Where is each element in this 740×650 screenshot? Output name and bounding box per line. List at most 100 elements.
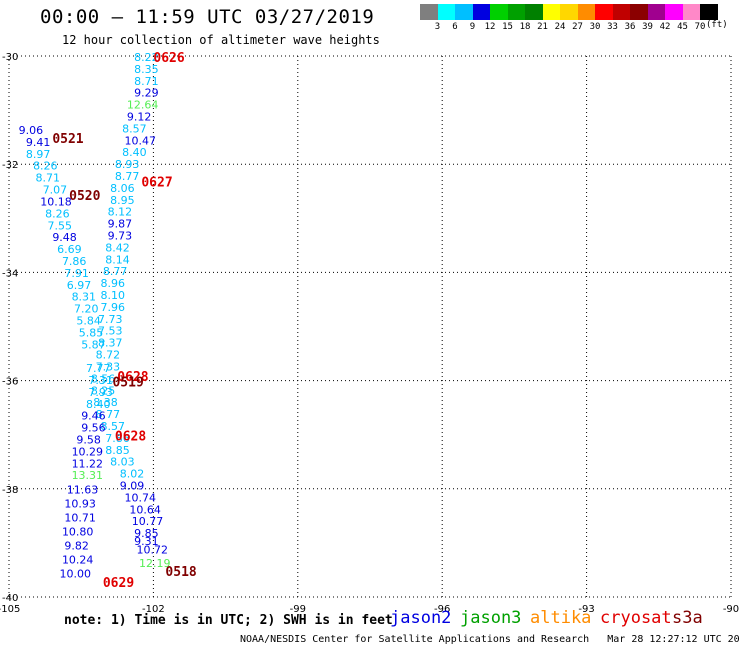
pass-time-label: 0628 <box>117 370 148 385</box>
wave-height-value: 8.02 <box>120 468 145 481</box>
satellite-legend-altika: altika <box>530 608 592 628</box>
wave-height-value: 7.53 <box>98 325 123 338</box>
x-tick-label: -93 <box>578 604 594 615</box>
x-tick-label: -105 <box>0 604 20 615</box>
color-scale-label: 18 <box>519 22 531 32</box>
wave-height-value: 5.85 <box>79 326 104 339</box>
color-scale-swatch <box>490 4 508 20</box>
color-scale-label: 6 <box>452 22 458 32</box>
wave-height-value: 9.85 <box>134 527 159 540</box>
wave-height-value: 11.63 <box>67 483 99 496</box>
wave-height-value: 10.29 <box>72 445 104 458</box>
color-scale-label: 33 <box>607 22 618 32</box>
color-scale-units: (ft) <box>706 20 728 30</box>
color-scale-swatch <box>682 4 700 20</box>
wave-height-value: 10.47 <box>125 134 156 147</box>
wave-height-value: 8.31 <box>72 291 97 304</box>
y-tick-label: -38 <box>2 485 18 496</box>
color-scale-swatch <box>525 4 543 20</box>
wave-height-value: 10.64 <box>129 503 161 516</box>
pass-time-label: 0518 <box>165 565 196 580</box>
color-scale-label: 42 <box>659 22 671 32</box>
wave-height-value: 8.40 <box>122 146 147 159</box>
wave-height-value: 9.48 <box>52 231 77 244</box>
wave-height-value: 8.85 <box>105 444 129 457</box>
pass-time-label: 0521 <box>52 132 83 147</box>
color-scale-label: 70 <box>694 22 706 32</box>
x-tick-label: -90 <box>723 604 739 615</box>
wave-height-value: 7.73 <box>98 313 123 326</box>
wave-height-value: 7.86 <box>105 432 129 445</box>
wave-height-value: 10.80 <box>62 525 94 538</box>
wave-height-value: 9.29 <box>134 87 159 100</box>
wave-height-value: 8.97 <box>26 148 50 161</box>
wave-height-value: 8.12 <box>108 206 133 219</box>
wave-height-value: 8.77 <box>103 265 128 278</box>
color-scale-swatch <box>700 4 718 20</box>
color-scale-swatch <box>560 4 578 20</box>
wave-height-value: 8.71 <box>134 75 159 88</box>
wave-height-value: 8.14 <box>105 253 129 266</box>
page-title: 00:00 – 11:59 UTC 03/27/2019 <box>40 6 375 28</box>
color-scale-swatch <box>595 4 613 20</box>
wave-height-value: 8.96 <box>100 277 125 290</box>
wave-height-value: 8.37 <box>98 337 123 350</box>
wave-height-value: 5.84 <box>76 314 101 327</box>
color-scale-swatch <box>420 4 438 20</box>
wave-height-value: 9.12 <box>127 111 152 124</box>
wave-height-value: 7.33 <box>96 360 121 373</box>
wave-height-value: 10.77 <box>132 515 164 528</box>
color-scale-swatch <box>437 4 455 20</box>
credit-line: NOAA/NESDIS Center for Satellite Applica… <box>240 634 740 645</box>
wave-height-value: 8.42 <box>105 241 129 254</box>
wave-height-value: 8.72 <box>96 349 121 362</box>
color-scale-label: 27 <box>572 22 583 32</box>
x-tick-label: -102 <box>142 604 165 615</box>
wave-height-value: 8.95 <box>110 194 135 207</box>
wave-height-value: 7.96 <box>100 301 125 314</box>
wave-height-value: 7.91 <box>64 267 89 280</box>
wave-height-value: 10.24 <box>62 554 94 567</box>
wave-height-value: 8.38 <box>93 396 118 409</box>
wave-height-value: 10.74 <box>125 491 156 504</box>
wave-height-value: 9.58 <box>76 433 101 446</box>
wave-height-value: 10.18 <box>40 195 72 208</box>
wave-height-value: 8.25 <box>91 384 116 397</box>
y-tick-label: -32 <box>2 160 18 171</box>
y-tick-label: -30 <box>2 52 18 63</box>
wave-height-value: 8.57 <box>122 122 147 135</box>
wave-height-value: 8.56 <box>91 372 116 385</box>
color-scale-label: 21 <box>537 22 548 32</box>
pass-time-label: 0629 <box>103 576 134 591</box>
wave-height-value: 9.09 <box>120 479 145 492</box>
y-tick-label: -36 <box>2 377 18 388</box>
footer-note: note: 1) Time is in UTC; 2) SWH is in fe… <box>64 613 393 628</box>
wave-height-value: 7.93 <box>88 386 113 399</box>
satellite-legend-cryosat: cryosat <box>600 608 672 628</box>
satellite-legend-jason3: jason3 <box>460 608 522 628</box>
wave-height-value: 7.86 <box>62 255 87 268</box>
x-tick-label: -99 <box>290 604 306 615</box>
wave-height-value: 8.35 <box>134 63 159 76</box>
y-tick-label: -40 <box>2 593 18 604</box>
pass-time-label: 0520 <box>69 189 100 204</box>
color-scale-swatch <box>472 4 490 20</box>
wave-height-value: 9.73 <box>108 230 133 243</box>
wave-height-value: 9.31 <box>134 535 159 548</box>
wave-height-value: 9.46 <box>81 410 106 423</box>
color-scale-swatch <box>612 4 630 20</box>
x-tick-label: -96 <box>434 604 450 615</box>
wave-height-value: 7.20 <box>74 303 99 316</box>
wave-height-value: 10.71 <box>64 511 96 524</box>
wave-height-value: 8.57 <box>100 420 125 433</box>
wave-height-value: 7.31 <box>88 374 113 387</box>
wave-height-value: 8.06 <box>110 182 135 195</box>
wave-height-value: 13.31 <box>72 469 104 482</box>
wave-height-value: 8.26 <box>33 160 58 173</box>
wave-height-value: 6.69 <box>57 243 81 256</box>
wave-height-value: 8.93 <box>115 158 140 171</box>
wave-height-value: 7.55 <box>48 219 73 232</box>
wave-height-value: 8.71 <box>35 172 60 185</box>
color-scale-swatch <box>630 4 648 20</box>
wave-height-value: 12.19 <box>139 557 171 570</box>
